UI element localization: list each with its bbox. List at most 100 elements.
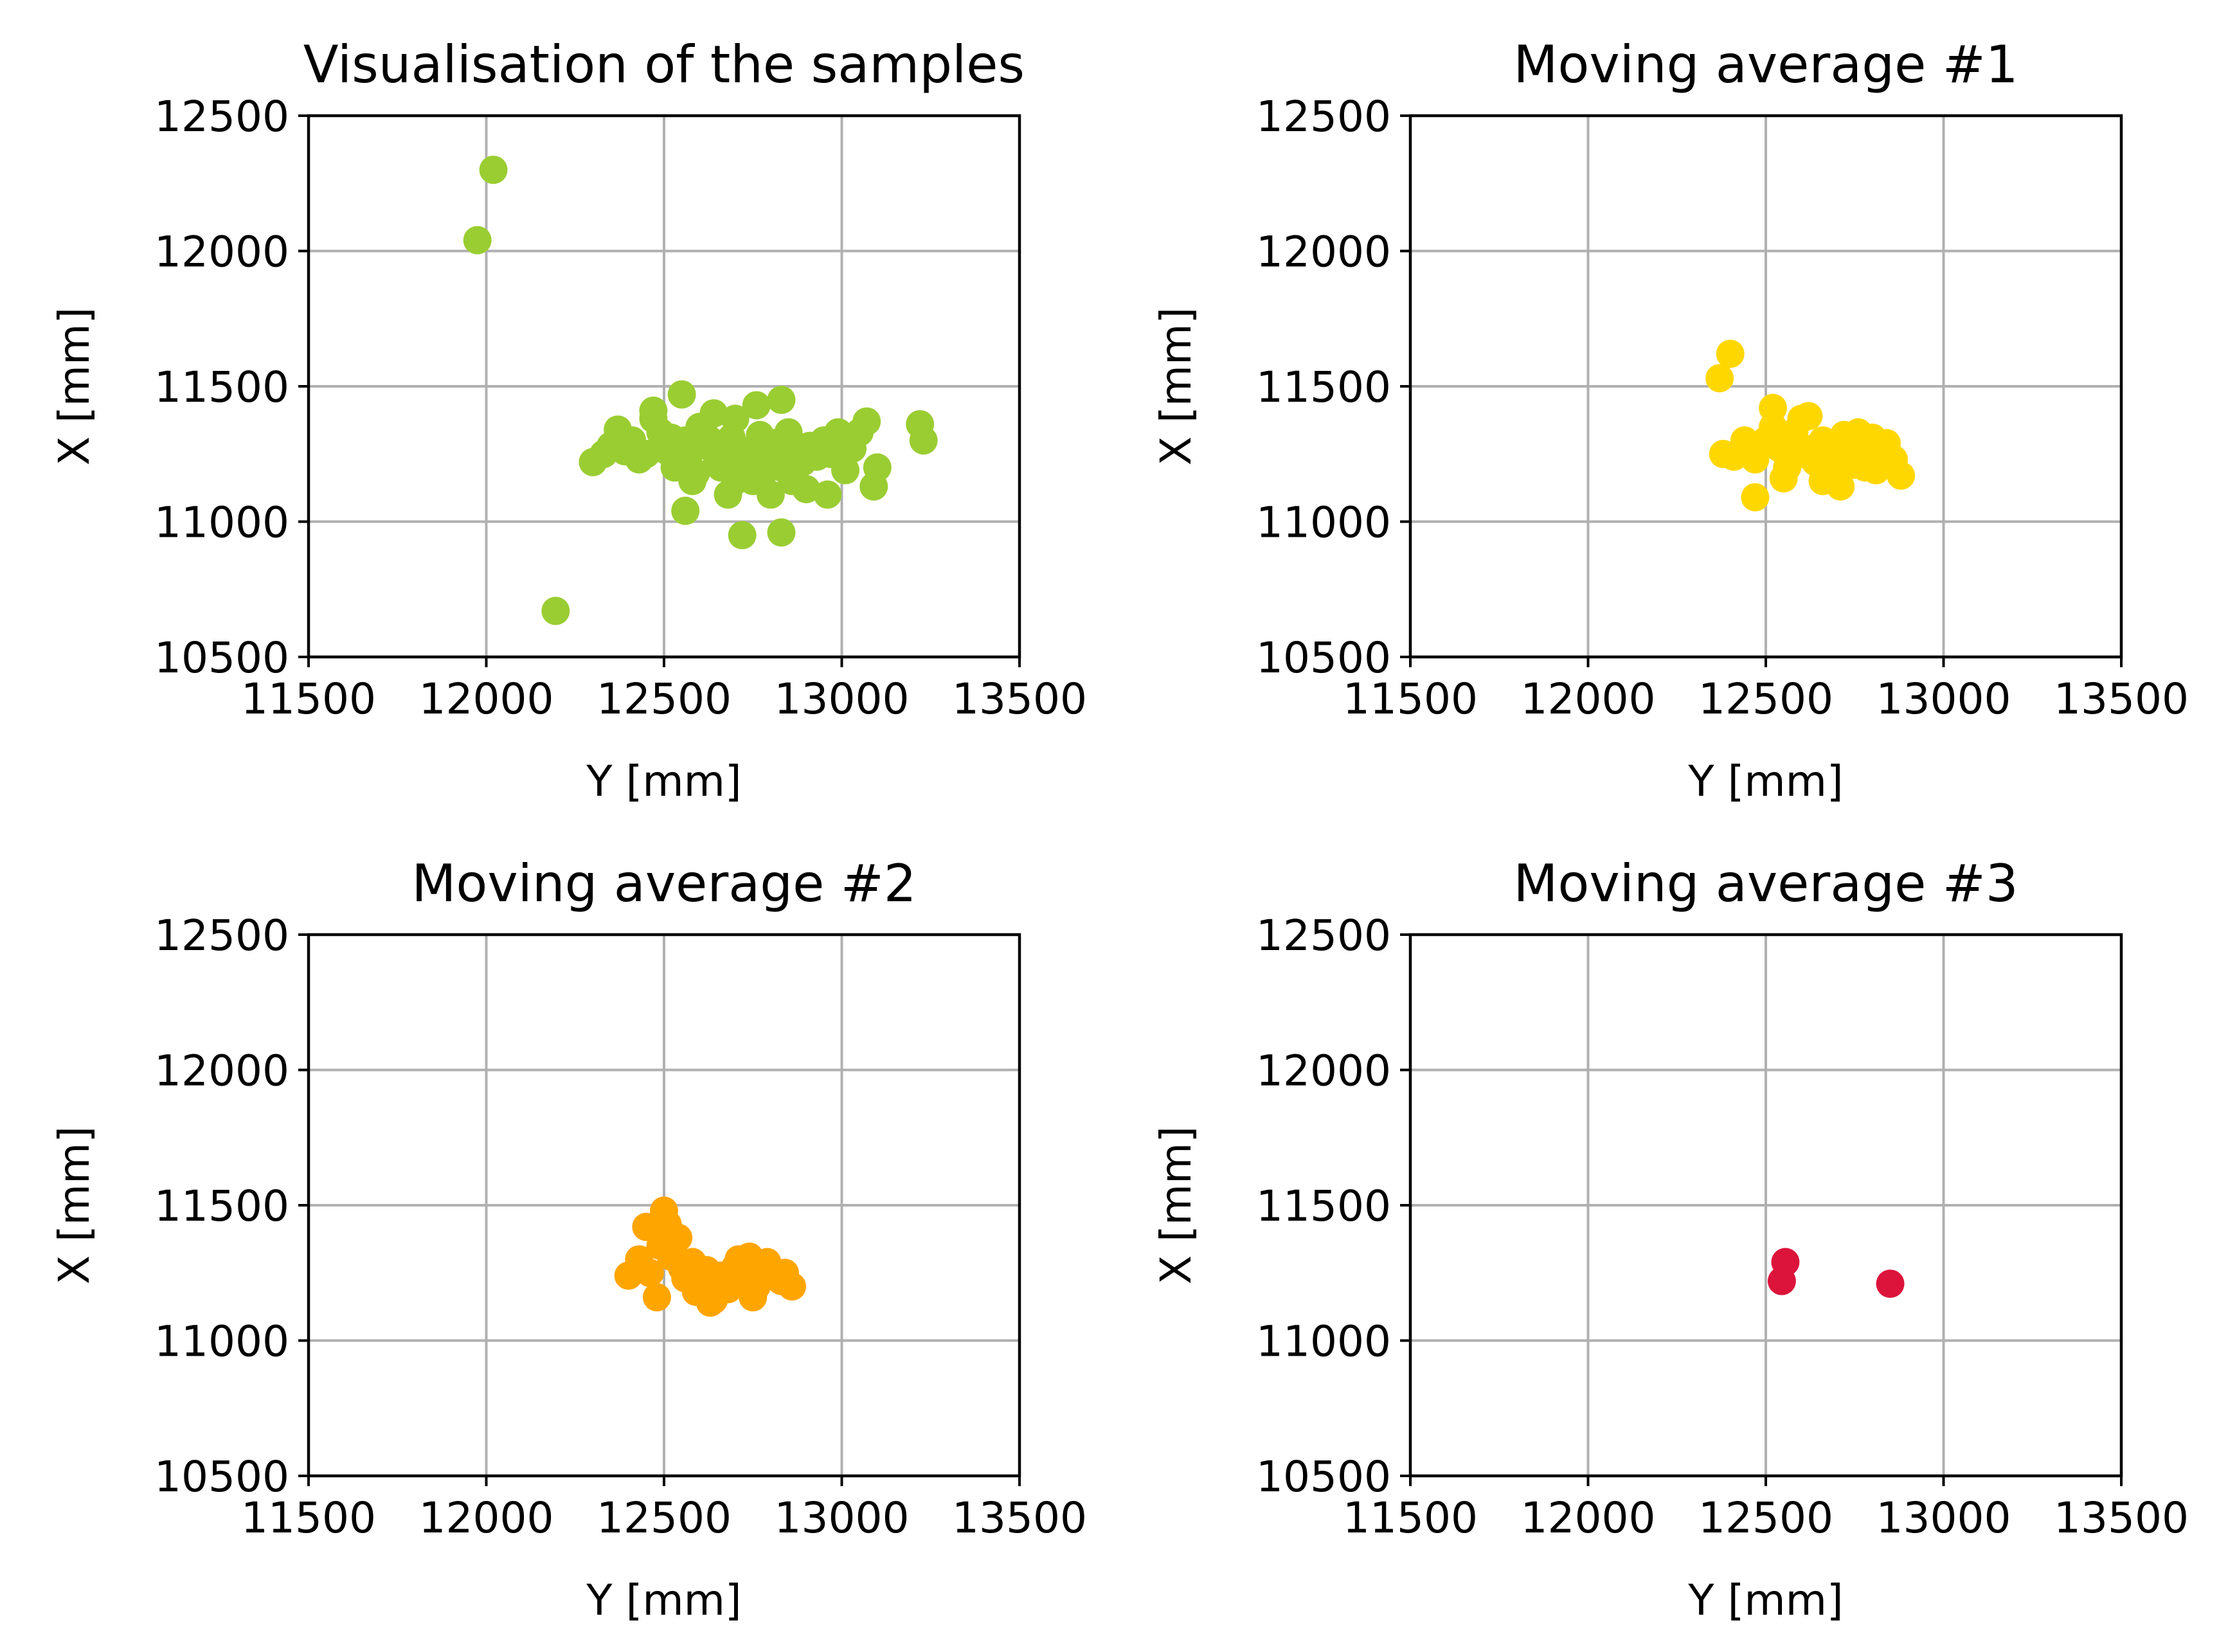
x-tick-label: 13000 bbox=[1876, 674, 2011, 724]
y-tick-label: 11000 bbox=[1256, 498, 1391, 548]
data-points bbox=[463, 156, 938, 625]
data-point bbox=[657, 423, 686, 452]
axis-ticks: 11500 12000 12500 13000 13500 10500 11000 11500… bbox=[1256, 911, 2189, 1543]
data-point bbox=[1840, 451, 1869, 480]
panel-title: Visualisation of the samples bbox=[303, 35, 1025, 94]
x-tick-label: 12500 bbox=[1698, 1493, 1833, 1543]
x-tick-label: 12500 bbox=[597, 674, 732, 724]
data-point bbox=[642, 1283, 671, 1312]
x-tick-label: 13500 bbox=[952, 1493, 1087, 1543]
data-point bbox=[728, 521, 757, 550]
x-tick-label: 11500 bbox=[241, 1493, 376, 1543]
panel-title: Moving average #2 bbox=[411, 854, 916, 913]
data-points bbox=[1705, 339, 1916, 512]
y-tick-label: 11500 bbox=[1256, 1181, 1391, 1231]
data-point bbox=[1822, 429, 1851, 458]
x-tick-label: 13000 bbox=[775, 1493, 910, 1543]
y-tick-label: 10500 bbox=[1256, 1452, 1391, 1502]
y-tick-label: 11500 bbox=[1256, 363, 1391, 412]
x-tick-label: 13500 bbox=[952, 674, 1087, 724]
x-axis-label: Y [mm] bbox=[586, 1576, 741, 1625]
scatter-panel-samples: Visualisation of the samples Y [mm] X [m… bbox=[49, 35, 1087, 806]
data-point bbox=[1716, 339, 1745, 368]
data-point bbox=[541, 597, 570, 625]
x-tick-label: 13500 bbox=[2054, 674, 2189, 724]
x-tick-label: 12000 bbox=[419, 1493, 554, 1543]
data-point bbox=[1858, 426, 1887, 455]
data-point bbox=[710, 1266, 739, 1295]
y-axis-label: X [mm] bbox=[1151, 1126, 1201, 1284]
x-tick-label: 13500 bbox=[2054, 1493, 2189, 1543]
data-points bbox=[1767, 1248, 1905, 1298]
x-axis-label: Y [mm] bbox=[586, 757, 741, 806]
x-tick-label: 12500 bbox=[597, 1493, 732, 1543]
x-axis-label: Y [mm] bbox=[1687, 1576, 1843, 1625]
data-points bbox=[614, 1196, 807, 1317]
data-point bbox=[742, 391, 771, 420]
x-tick-label: 12500 bbox=[1698, 674, 1833, 724]
axis-ticks: 11500 12000 12500 13000 13500 10500 11000 11500… bbox=[154, 92, 1087, 724]
y-tick-label: 11000 bbox=[154, 1317, 289, 1367]
data-point bbox=[767, 386, 796, 415]
data-point bbox=[463, 226, 492, 255]
data-point bbox=[696, 1288, 724, 1317]
y-tick-label: 12000 bbox=[1256, 228, 1391, 277]
y-tick-label: 12000 bbox=[154, 1046, 289, 1096]
data-point bbox=[735, 453, 764, 482]
y-tick-label: 11500 bbox=[154, 1181, 289, 1231]
data-point bbox=[831, 456, 860, 485]
data-point bbox=[479, 156, 508, 184]
data-point bbox=[1769, 464, 1798, 493]
data-point bbox=[1862, 456, 1891, 485]
data-point bbox=[1876, 1270, 1905, 1298]
x-tick-label: 11500 bbox=[1343, 674, 1478, 724]
data-point bbox=[724, 1245, 753, 1274]
y-axis-label: X [mm] bbox=[1151, 307, 1201, 465]
x-tick-label: 11500 bbox=[241, 674, 376, 724]
panel-title: Moving average #1 bbox=[1513, 35, 2018, 94]
scatter-panel-moving-average-2: Moving average #2 Y [mm] X [mm] 11500 120… bbox=[49, 854, 1087, 1625]
data-point bbox=[1787, 404, 1816, 433]
data-point bbox=[1826, 472, 1855, 501]
data-point bbox=[632, 440, 661, 469]
data-point bbox=[1741, 483, 1770, 512]
data-point bbox=[639, 404, 668, 433]
x-tick-label: 13000 bbox=[775, 674, 910, 724]
y-tick-label: 12000 bbox=[154, 228, 289, 277]
data-point bbox=[667, 380, 696, 409]
data-point bbox=[692, 431, 721, 460]
x-tick-label: 12000 bbox=[1521, 674, 1656, 724]
y-tick-label: 11000 bbox=[1256, 1317, 1391, 1367]
y-tick-label: 10500 bbox=[154, 633, 289, 683]
data-point bbox=[667, 1253, 696, 1282]
y-tick-label: 12500 bbox=[154, 911, 289, 960]
y-tick-label: 12000 bbox=[1256, 1046, 1391, 1096]
data-point bbox=[909, 426, 938, 455]
data-point bbox=[1887, 461, 1916, 490]
y-tick-label: 11500 bbox=[154, 363, 289, 412]
y-tick-label: 12500 bbox=[1256, 911, 1391, 960]
data-point bbox=[863, 453, 892, 482]
x-tick-label: 11500 bbox=[1343, 1493, 1478, 1543]
data-point bbox=[714, 442, 742, 471]
data-point bbox=[1705, 364, 1734, 393]
data-point bbox=[813, 480, 842, 509]
data-point bbox=[653, 1210, 682, 1239]
data-point bbox=[678, 467, 707, 496]
scatter-panel-moving-average-1: Moving average #1 Y [mm] X [mm] 11500 120… bbox=[1151, 35, 2189, 806]
x-tick-label: 12000 bbox=[1521, 1493, 1656, 1543]
data-point bbox=[721, 404, 750, 433]
y-tick-label: 12500 bbox=[154, 92, 289, 141]
data-point bbox=[739, 1283, 768, 1312]
x-tick-label: 13000 bbox=[1876, 1493, 2011, 1543]
data-point bbox=[767, 518, 796, 547]
axis-ticks: 11500 12000 12500 13000 13500 10500 11000 11500… bbox=[1256, 92, 2189, 724]
y-tick-label: 10500 bbox=[1256, 633, 1391, 683]
panel-title: Moving average #3 bbox=[1513, 854, 2018, 913]
data-point bbox=[635, 1259, 664, 1288]
y-axis-label: X [mm] bbox=[49, 307, 99, 465]
data-point bbox=[1767, 1266, 1796, 1295]
x-axis-label: Y [mm] bbox=[1687, 757, 1843, 806]
data-point bbox=[767, 1266, 796, 1295]
